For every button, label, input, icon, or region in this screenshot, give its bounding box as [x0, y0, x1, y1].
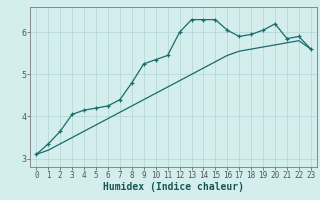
- X-axis label: Humidex (Indice chaleur): Humidex (Indice chaleur): [103, 182, 244, 192]
